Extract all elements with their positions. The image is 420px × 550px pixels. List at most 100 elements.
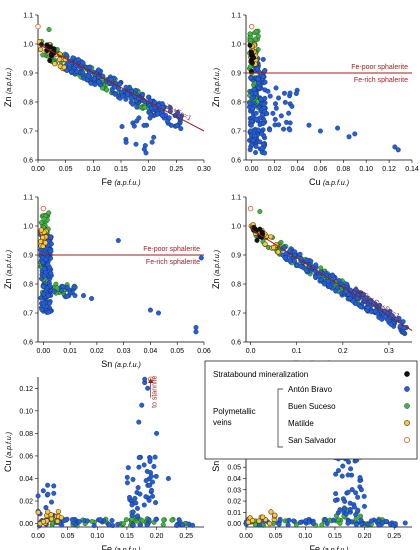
point-matilde <box>268 234 274 240</box>
y-tick-label: 0.7 <box>23 311 33 318</box>
point-anton-bravo <box>353 512 359 518</box>
point-stratabound <box>247 42 253 48</box>
point-anton-bravo <box>383 518 389 524</box>
point-anton-bravo <box>346 459 352 465</box>
point-anton-bravo <box>377 302 383 308</box>
data-points <box>246 23 401 156</box>
point-anton-bravo <box>324 521 330 527</box>
point-matilde <box>38 227 44 233</box>
point-san-salvador <box>248 23 255 30</box>
point-anton-bravo <box>292 258 298 264</box>
point-anton-bravo <box>262 68 268 73</box>
point-anton-bravo <box>124 480 130 486</box>
point-matilde <box>267 521 273 527</box>
point-stratabound <box>254 237 260 243</box>
point-anton-bravo <box>392 521 398 527</box>
point-anton-bravo <box>355 507 361 513</box>
point-matilde <box>40 519 47 525</box>
x-tick-label: 0.05 <box>61 533 75 540</box>
y-tick-label: 0.9 <box>23 253 33 260</box>
point-anton-bravo <box>286 517 292 523</box>
point-san-salvador <box>247 205 254 212</box>
y-axis-unit: (a.p.f.u.) <box>6 250 13 276</box>
x-tick-label: 0.3 <box>384 348 394 355</box>
x-axis-unit: (a.p.f.u.) <box>115 362 141 369</box>
point-anton-bravo <box>291 518 297 524</box>
point-matilde <box>38 46 44 53</box>
y-axis-label: Cu (a.p.f.u.) <box>3 432 13 472</box>
point-anton-bravo <box>325 278 331 284</box>
x-tick-label: 0.06 <box>197 348 211 355</box>
point-anton-bravo <box>71 284 77 290</box>
x-tick-label: 0.05 <box>269 533 283 540</box>
point-anton-bravo <box>260 56 266 62</box>
point-anton-bravo <box>347 506 353 512</box>
point-matilde <box>55 508 61 515</box>
y-tick-label: 1.0 <box>231 224 241 231</box>
point-anton-bravo <box>151 134 157 140</box>
point-anton-bravo <box>282 255 288 261</box>
point-anton-bravo <box>153 516 159 522</box>
point-anton-bravo <box>253 90 258 96</box>
point-anton-bravo <box>260 121 266 126</box>
point-anton-bravo <box>58 288 64 294</box>
point-anton-bravo <box>134 104 140 110</box>
y-tick-label: 0.9 <box>23 71 33 78</box>
point-anton-bravo <box>91 523 97 529</box>
point-anton-bravo <box>40 283 46 289</box>
point-anton-bravo <box>123 139 129 145</box>
y-tick-label: 1.1 <box>23 13 33 20</box>
point-anton-bravo <box>119 124 125 130</box>
point-anton-bravo <box>142 376 148 382</box>
x-tick-label: 0.25 <box>387 533 401 540</box>
point-anton-bravo <box>140 91 146 97</box>
point-anton-bravo <box>108 76 114 82</box>
point-anton-bravo <box>250 106 256 112</box>
point-anton-bravo <box>376 518 382 524</box>
point-anton-bravo <box>149 139 155 145</box>
point-anton-bravo <box>147 482 153 488</box>
point-anton-bravo <box>69 69 75 75</box>
point-anton-bravo <box>136 455 142 461</box>
y-tick-label: 0.6 <box>231 340 241 347</box>
point-anton-bravo <box>267 93 273 99</box>
point-anton-bravo <box>298 263 304 269</box>
fe-poor-label: Fe-poor sphalerite <box>143 246 200 253</box>
point-anton-bravo <box>166 115 172 121</box>
point-buen-suceso <box>40 52 46 58</box>
point-anton-bravo <box>358 517 364 523</box>
y-tick-label: 0.10 <box>19 408 33 415</box>
point-matilde <box>272 512 278 518</box>
y-tick-label: 0.9 <box>231 71 241 78</box>
x-axis-label-text: Cu <box>309 177 323 187</box>
x-axis-label-text: Fe <box>101 544 114 550</box>
legend-buen-suceso-marker <box>404 403 410 409</box>
point-anton-bravo <box>45 309 51 315</box>
x-tick-label: 0.15 <box>114 166 128 173</box>
point-anton-bravo <box>48 241 54 247</box>
x-tick-label: 0.08 <box>336 166 350 173</box>
point-anton-bravo <box>47 234 53 240</box>
point-anton-bravo <box>80 60 86 66</box>
point-anton-bravo <box>38 295 44 301</box>
fe-rich-label: Fe-rich sphalerite <box>354 77 408 84</box>
point-anton-bravo <box>135 513 141 519</box>
point-anton-bravo <box>250 137 256 143</box>
point-anton-bravo <box>346 134 352 140</box>
point-buen-suceso <box>46 27 52 32</box>
point-matilde <box>54 518 61 524</box>
y-tick-label: 0.08 <box>19 431 33 438</box>
y-tick-label: 1.0 <box>23 224 33 231</box>
point-anton-bravo <box>92 81 98 87</box>
point-anton-bravo <box>332 497 338 503</box>
point-anton-bravo <box>51 483 57 489</box>
point-buen-suceso <box>257 209 263 214</box>
point-anton-bravo <box>45 482 51 488</box>
point-stratabound <box>48 51 54 57</box>
y-axis-label-text: Zn <box>211 94 221 107</box>
point-anton-bravo <box>333 471 339 477</box>
point-buen-suceso <box>318 265 324 271</box>
y-tick-label: 0.02 <box>19 499 33 506</box>
legend-san-salvador-label: San Salvador <box>288 436 336 445</box>
legend-anton-bravo-label: Antón Bravo <box>288 385 333 394</box>
